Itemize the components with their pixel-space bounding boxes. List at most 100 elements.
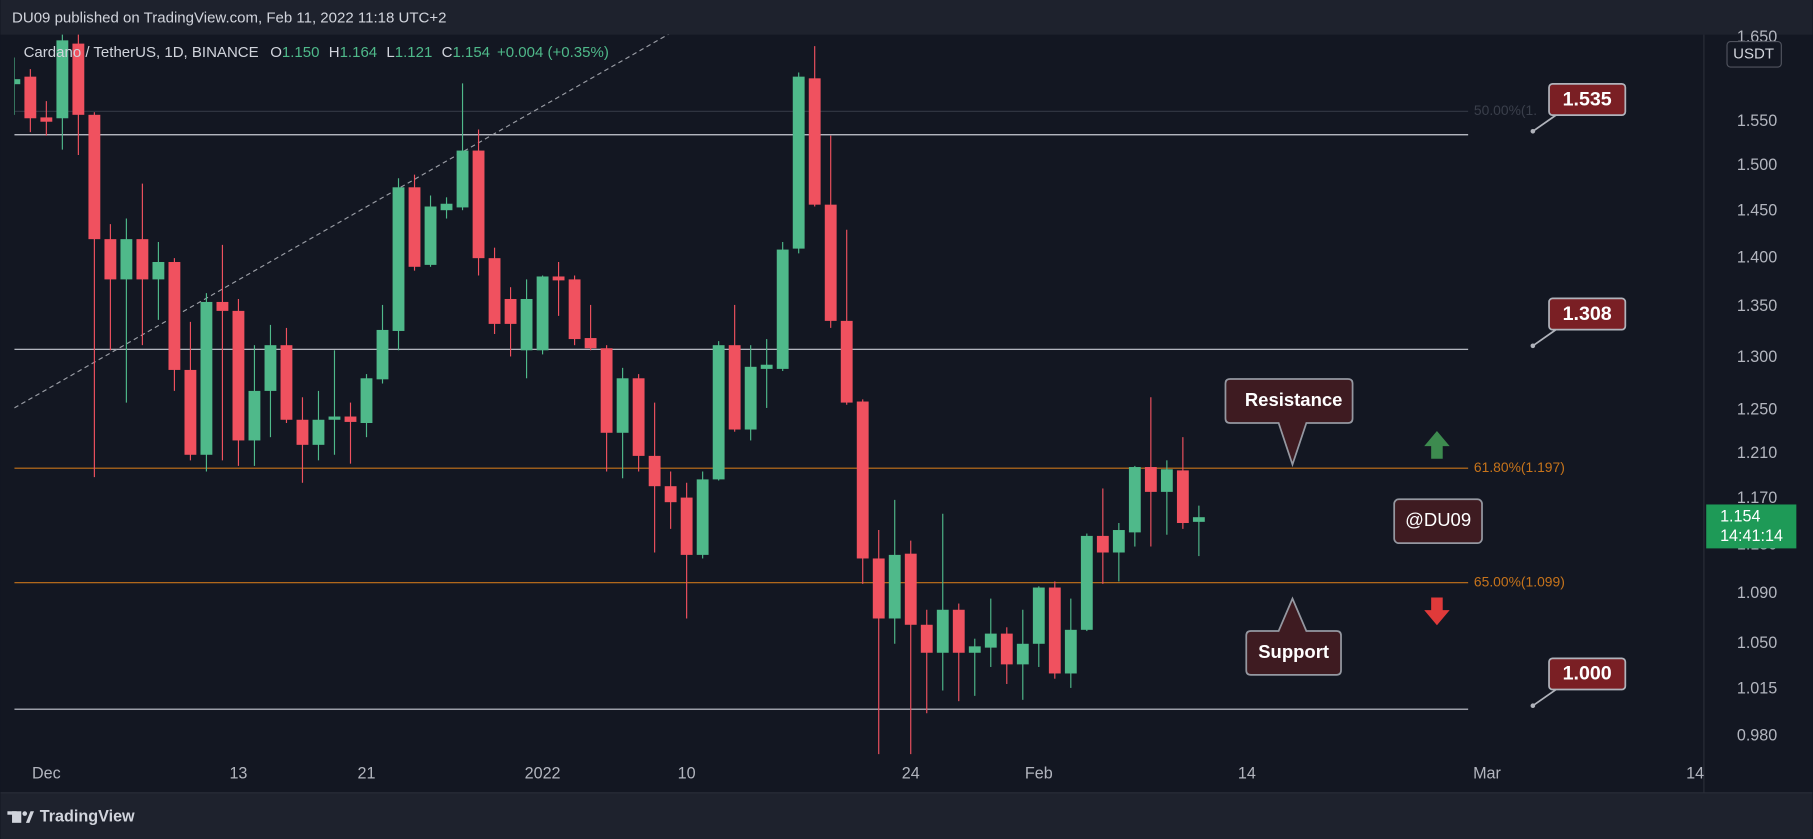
level-pointer <box>1532 688 1557 707</box>
candle-body <box>744 366 757 430</box>
candle-body <box>1128 467 1141 533</box>
candle-body <box>696 479 709 555</box>
legend-value: 1.164 <box>340 44 378 61</box>
candle-body <box>888 554 901 619</box>
candle-body <box>952 609 965 653</box>
y-tick-label: 1.015 <box>1737 679 1777 697</box>
y-tick-label: 1.170 <box>1737 489 1777 507</box>
y-tick-label: 1.500 <box>1737 156 1777 174</box>
candle-body <box>600 348 613 433</box>
legend-value: 1.121 <box>395 44 433 61</box>
x-tick-label: 24 <box>902 765 920 783</box>
level-pointer <box>1532 114 1557 133</box>
resistance-callout <box>1224 378 1354 468</box>
x-tick-label: 2022 <box>525 765 561 783</box>
candle-body <box>24 76 37 119</box>
last-price-box <box>1706 504 1797 549</box>
legend-change: +0.004 (+0.35%) <box>497 44 609 61</box>
countdown-label: 14:41:14 <box>1720 527 1783 545</box>
candle-body <box>664 486 677 503</box>
candle-body <box>1016 643 1029 665</box>
candle-body <box>840 320 853 403</box>
legend-value: 1.154 <box>452 44 490 61</box>
candle-body <box>328 416 341 420</box>
candle-body <box>1064 629 1077 674</box>
candle-body <box>1192 517 1205 522</box>
candle-body <box>1032 587 1045 644</box>
candle-body <box>424 206 437 265</box>
candle-body <box>584 338 597 349</box>
x-tick-label: 13 <box>229 765 247 783</box>
level-label: 1.000 <box>1563 663 1612 685</box>
x-tick-label: 21 <box>358 765 376 783</box>
candle-body <box>1160 469 1173 492</box>
candle-body <box>1144 467 1157 492</box>
candle-body <box>1000 633 1013 665</box>
candle-body <box>648 455 661 487</box>
level-callout <box>1548 657 1627 691</box>
x-tick-label: 14 <box>1686 765 1704 783</box>
y-tick-label: 0.980 <box>1737 727 1777 745</box>
candle-body <box>264 345 277 391</box>
y-tick-label: 1.300 <box>1737 348 1777 366</box>
y-tick-label: 1.550 <box>1737 112 1777 130</box>
down-arrow <box>1424 597 1450 626</box>
y-tick-label: 1.050 <box>1737 634 1777 652</box>
fib-label: 61.80%(1.197) <box>1474 459 1565 475</box>
candle-body <box>1096 535 1109 553</box>
candle-body <box>984 633 997 648</box>
candle-body <box>1080 535 1093 630</box>
legend-key: C <box>442 44 453 61</box>
candle-body <box>904 553 917 625</box>
y-tick-label: 1.090 <box>1737 584 1777 602</box>
author-label: @DU09 <box>1405 509 1471 530</box>
candle-body <box>88 114 101 240</box>
level-pointer-dot <box>1530 343 1536 349</box>
logo-part <box>22 811 28 816</box>
candle-body <box>344 416 357 422</box>
candle-body <box>152 261 165 280</box>
candle-body <box>168 261 181 370</box>
level-callout <box>1548 83 1627 116</box>
candle-body <box>280 345 293 420</box>
footer-bar <box>0 792 1813 839</box>
logo-part <box>7 811 17 815</box>
candle-body <box>136 239 149 280</box>
y-tick-label: 1.350 <box>1737 297 1777 315</box>
candle-body <box>232 310 245 441</box>
y-tick-label: 1.450 <box>1737 201 1777 219</box>
x-tick-label: Feb <box>1025 765 1053 783</box>
logo-part <box>12 811 22 823</box>
footer-brand: TradingView <box>40 807 135 825</box>
candle-body <box>856 401 869 559</box>
candle-body <box>184 369 197 455</box>
candle-body <box>72 43 85 115</box>
x-tick-label: Mar <box>1473 765 1501 783</box>
level-label: 1.308 <box>1563 303 1612 325</box>
candle-body <box>616 378 629 433</box>
level-pointer-dot <box>1530 128 1536 134</box>
candle-body <box>440 203 453 211</box>
x-tick-label: 10 <box>678 765 696 783</box>
legend-symbol: Cardano / TetherUS, 1D, BINANCE <box>24 44 259 61</box>
candle-body <box>200 301 213 455</box>
resistance-label: Resistance <box>1245 389 1343 410</box>
legend: Cardano / TetherUS, 1D, BINANCE O1.150 H1.… <box>24 44 609 61</box>
candle-body <box>808 78 821 205</box>
candle-body <box>568 279 581 340</box>
level-pointer-dot <box>1530 703 1536 709</box>
candle-body <box>792 76 805 249</box>
support-label: Support <box>1258 641 1329 662</box>
legend-value: 1.150 <box>282 44 320 61</box>
x-tick-label: 14 <box>1238 765 1256 783</box>
y-tick-label: 1.210 <box>1737 444 1777 462</box>
candle-body <box>216 301 229 311</box>
candle-body <box>408 187 421 267</box>
candle-body <box>936 609 949 653</box>
plot-area <box>14 34 1469 755</box>
candle-body <box>360 378 373 424</box>
fib-label: 65.00%(1.099) <box>1474 573 1565 589</box>
candle-body <box>920 624 933 653</box>
level-label: 1.535 <box>1563 88 1612 110</box>
